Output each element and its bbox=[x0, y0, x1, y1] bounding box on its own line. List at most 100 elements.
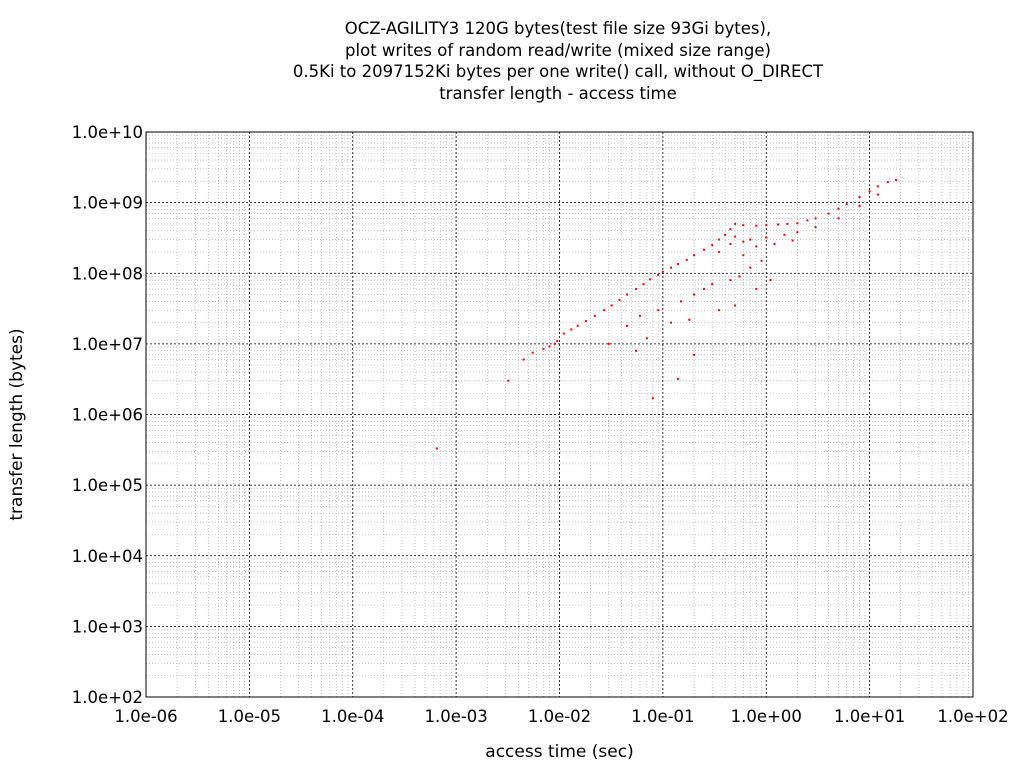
data-point bbox=[692, 353, 695, 356]
data-point bbox=[645, 337, 648, 340]
data-point bbox=[676, 263, 679, 266]
data-point bbox=[895, 178, 898, 181]
data-point bbox=[734, 222, 737, 225]
data-point bbox=[837, 207, 840, 210]
data-point bbox=[786, 222, 789, 225]
data-point bbox=[718, 309, 721, 312]
x-tick-label: 1.0e-01 bbox=[631, 707, 694, 726]
grid bbox=[145, 131, 974, 698]
data-point bbox=[548, 345, 551, 348]
data-point bbox=[742, 254, 745, 257]
data-point bbox=[886, 181, 889, 184]
data-point bbox=[618, 298, 621, 301]
chart-title-line-2: plot writes of random read/write (mixed … bbox=[345, 40, 771, 60]
data-point bbox=[760, 259, 763, 262]
data-point bbox=[688, 318, 691, 321]
data-point bbox=[670, 321, 673, 324]
y-tick-label: 1.0e+05 bbox=[72, 476, 143, 495]
data-point bbox=[742, 224, 745, 227]
data-point bbox=[827, 212, 830, 215]
data-point bbox=[651, 397, 654, 400]
x-tick-label: 1.0e+01 bbox=[834, 707, 905, 726]
x-tick-label: 1.0e+00 bbox=[731, 707, 802, 726]
data-point bbox=[648, 278, 651, 281]
data-point bbox=[729, 279, 732, 282]
data-point bbox=[680, 300, 683, 303]
data-points bbox=[435, 178, 898, 450]
data-point bbox=[522, 358, 525, 361]
data-point bbox=[796, 231, 799, 234]
data-point bbox=[670, 266, 673, 269]
data-point bbox=[729, 228, 732, 231]
data-point bbox=[657, 309, 660, 312]
data-point bbox=[642, 283, 645, 286]
data-point bbox=[593, 314, 596, 317]
data-point bbox=[773, 242, 776, 245]
data-point bbox=[777, 223, 780, 226]
data-point bbox=[765, 224, 768, 227]
data-point bbox=[791, 239, 794, 242]
data-point bbox=[626, 324, 629, 327]
data-point bbox=[556, 339, 559, 342]
y-tick-label: 1.0e+08 bbox=[72, 264, 143, 283]
data-point bbox=[845, 203, 848, 206]
data-point bbox=[570, 328, 573, 331]
y-tick-label: 1.0e+04 bbox=[72, 547, 143, 566]
x-axis-ticks: 1.0e-06 1.0e-05 1.0e-04 1.0e-03 1.0e-02 1.0e-… bbox=[114, 707, 1008, 726]
data-point bbox=[876, 185, 879, 188]
chart-title-line-3: 0.5Ki to 2097152Ki bytes per one write()… bbox=[292, 62, 824, 81]
x-axis-label: access time (sec) bbox=[485, 742, 633, 762]
data-point bbox=[685, 258, 688, 261]
y-axis-ticks: 1.0e+02 1.0e+03 1.0e+04 1.0e+05 1.0e+06 1.0e+… bbox=[72, 123, 143, 707]
data-point bbox=[738, 275, 741, 278]
data-point bbox=[796, 222, 799, 225]
x-tick-label: 1.0e-03 bbox=[424, 707, 487, 726]
data-point bbox=[692, 254, 695, 257]
chart-title-line-1: OCZ-AGILITY3 120G bytes(test file size 9… bbox=[344, 19, 772, 38]
data-point bbox=[734, 235, 737, 238]
y-tick-label: 1.0e+02 bbox=[72, 688, 143, 707]
data-point bbox=[661, 270, 664, 273]
data-point bbox=[858, 196, 861, 199]
data-point bbox=[814, 217, 817, 220]
chart-title: OCZ-AGILITY3 120G bytes(test file size 9… bbox=[0, 18, 1024, 104]
data-point bbox=[765, 236, 768, 239]
x-tick-label: 1.0e-06 bbox=[114, 707, 177, 726]
data-point bbox=[806, 219, 809, 222]
data-point bbox=[718, 238, 721, 241]
data-point bbox=[626, 293, 629, 296]
data-point bbox=[562, 332, 565, 335]
data-point bbox=[718, 250, 721, 253]
data-point bbox=[769, 279, 772, 282]
y-tick-label: 1.0e+03 bbox=[72, 617, 143, 636]
data-point bbox=[749, 238, 752, 241]
data-point bbox=[814, 226, 817, 229]
data-point bbox=[603, 309, 606, 312]
chart-title-line-4: transfer length - access time bbox=[439, 83, 677, 103]
data-point bbox=[783, 233, 786, 236]
data-point bbox=[576, 324, 579, 327]
x-tick-label: 1.0e+02 bbox=[937, 707, 1008, 726]
data-point bbox=[635, 287, 638, 290]
data-point bbox=[676, 377, 679, 380]
data-point bbox=[755, 224, 758, 227]
data-point bbox=[742, 240, 745, 243]
x-tick-label: 1.0e-02 bbox=[528, 707, 591, 726]
y-tick-label: 1.0e+06 bbox=[72, 406, 143, 425]
data-point bbox=[692, 293, 695, 296]
data-point bbox=[703, 287, 706, 290]
data-point bbox=[607, 342, 610, 345]
x-tick-label: 1.0e-04 bbox=[321, 707, 384, 726]
data-point bbox=[657, 273, 660, 276]
data-point bbox=[868, 190, 871, 193]
data-point bbox=[711, 283, 714, 286]
data-point bbox=[876, 193, 879, 196]
data-point bbox=[435, 447, 438, 450]
data-point bbox=[724, 233, 727, 236]
data-point bbox=[507, 379, 510, 382]
data-point bbox=[635, 349, 638, 352]
data-point bbox=[638, 314, 641, 317]
data-point bbox=[749, 266, 752, 269]
data-point bbox=[734, 304, 737, 307]
